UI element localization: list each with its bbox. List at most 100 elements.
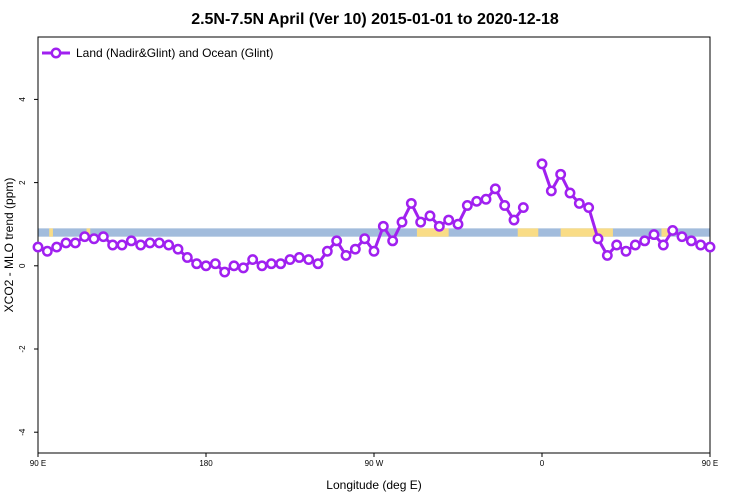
data-point (237, 262, 249, 274)
data-point (415, 216, 427, 228)
data-point (555, 168, 567, 180)
data-point (340, 249, 352, 261)
background-strip (38, 228, 710, 237)
land-strip (517, 228, 539, 237)
data-point (508, 214, 520, 226)
x-tick-label: 90 E (30, 459, 46, 468)
data-point (648, 229, 660, 241)
y-axis-label: XCO2 - MLO trend (ppm) (2, 178, 16, 313)
land-strip (661, 228, 669, 237)
data-point (153, 237, 165, 249)
data-point (629, 239, 641, 251)
data-point (471, 195, 483, 207)
data-point (685, 235, 697, 247)
data-point (349, 243, 361, 255)
data-point (116, 239, 128, 251)
data-point (172, 243, 184, 255)
data-point (461, 200, 473, 211)
data-point (611, 239, 623, 251)
data-point (219, 266, 231, 278)
data-point (536, 158, 548, 170)
y-tick-label: 2 (18, 180, 27, 185)
data-point (228, 260, 240, 272)
data-point (620, 245, 632, 257)
data-point (377, 220, 389, 232)
data-point (275, 258, 287, 270)
x-axis: 90 E 180 90 W 0 90 E (30, 453, 718, 468)
data-point (265, 258, 277, 270)
data-point (564, 187, 576, 199)
data-point (433, 220, 445, 232)
land-strip (86, 228, 91, 237)
data-point (32, 241, 44, 253)
data-point (60, 237, 72, 249)
data-point (489, 183, 501, 195)
data-point (452, 218, 464, 230)
data-point (368, 245, 380, 257)
data-point (639, 235, 651, 247)
legend-label: Land (Nadir&Glint) and Ocean (Glint) (76, 46, 273, 60)
data-point (97, 231, 109, 243)
data-point (312, 258, 324, 270)
data-point (88, 233, 100, 245)
x-tick-label: 90 W (365, 459, 384, 468)
data-point (667, 224, 679, 236)
data-point (359, 233, 371, 245)
y-axis: -4 -2 0 2 4 (18, 97, 38, 436)
ocean-strip (38, 228, 710, 237)
data-point (545, 185, 557, 197)
series-line (540, 163, 711, 257)
series-layer (32, 158, 716, 278)
data-point (583, 202, 595, 214)
data-point (181, 252, 193, 263)
data-point (209, 258, 221, 270)
data-point (200, 260, 212, 272)
data-point (704, 241, 716, 253)
data-point (657, 239, 669, 251)
y-tick-label: -2 (18, 345, 27, 353)
data-point (405, 197, 417, 209)
data-point (303, 254, 315, 266)
data-point (256, 260, 268, 272)
chart-title: 2.5N-7.5N April (Ver 10) 2015-01-01 to 2… (191, 11, 559, 28)
data-point (191, 258, 203, 270)
land-strip (49, 228, 53, 237)
data-point (69, 237, 81, 249)
y-tick-label: -4 (18, 428, 27, 436)
legend-point-marker (50, 47, 62, 59)
data-point (321, 245, 333, 257)
x-axis-label: Longitude (deg E) (326, 478, 421, 492)
land-strip (416, 228, 449, 237)
data-point (592, 233, 604, 245)
data-point (284, 254, 296, 266)
y-tick-label: 0 (18, 263, 27, 268)
data-point (163, 239, 175, 251)
data-point (676, 231, 688, 243)
data-point (499, 200, 511, 211)
data-point (247, 254, 259, 266)
legend: Land (Nadir&Glint) and Ocean (Glint) (42, 46, 273, 60)
data-point (396, 216, 408, 228)
land-strip (560, 228, 613, 237)
data-point (517, 202, 529, 214)
data-point (293, 252, 305, 263)
data-point (125, 235, 137, 247)
x-tick-label: 180 (199, 459, 213, 468)
data-point (135, 239, 147, 251)
data-point (144, 237, 156, 249)
data-point (51, 241, 63, 253)
data-point (573, 197, 585, 209)
data-point (601, 249, 613, 261)
data-point (695, 239, 707, 251)
x-tick-label: 0 (540, 459, 545, 468)
data-point (331, 235, 343, 247)
x-tick-label: 90 E (702, 459, 718, 468)
data-point (387, 235, 399, 247)
data-point (424, 210, 436, 222)
y-tick-label: 4 (18, 97, 27, 102)
data-point (107, 239, 119, 251)
data-point (480, 193, 492, 205)
data-point (79, 231, 91, 243)
data-point (41, 245, 53, 257)
